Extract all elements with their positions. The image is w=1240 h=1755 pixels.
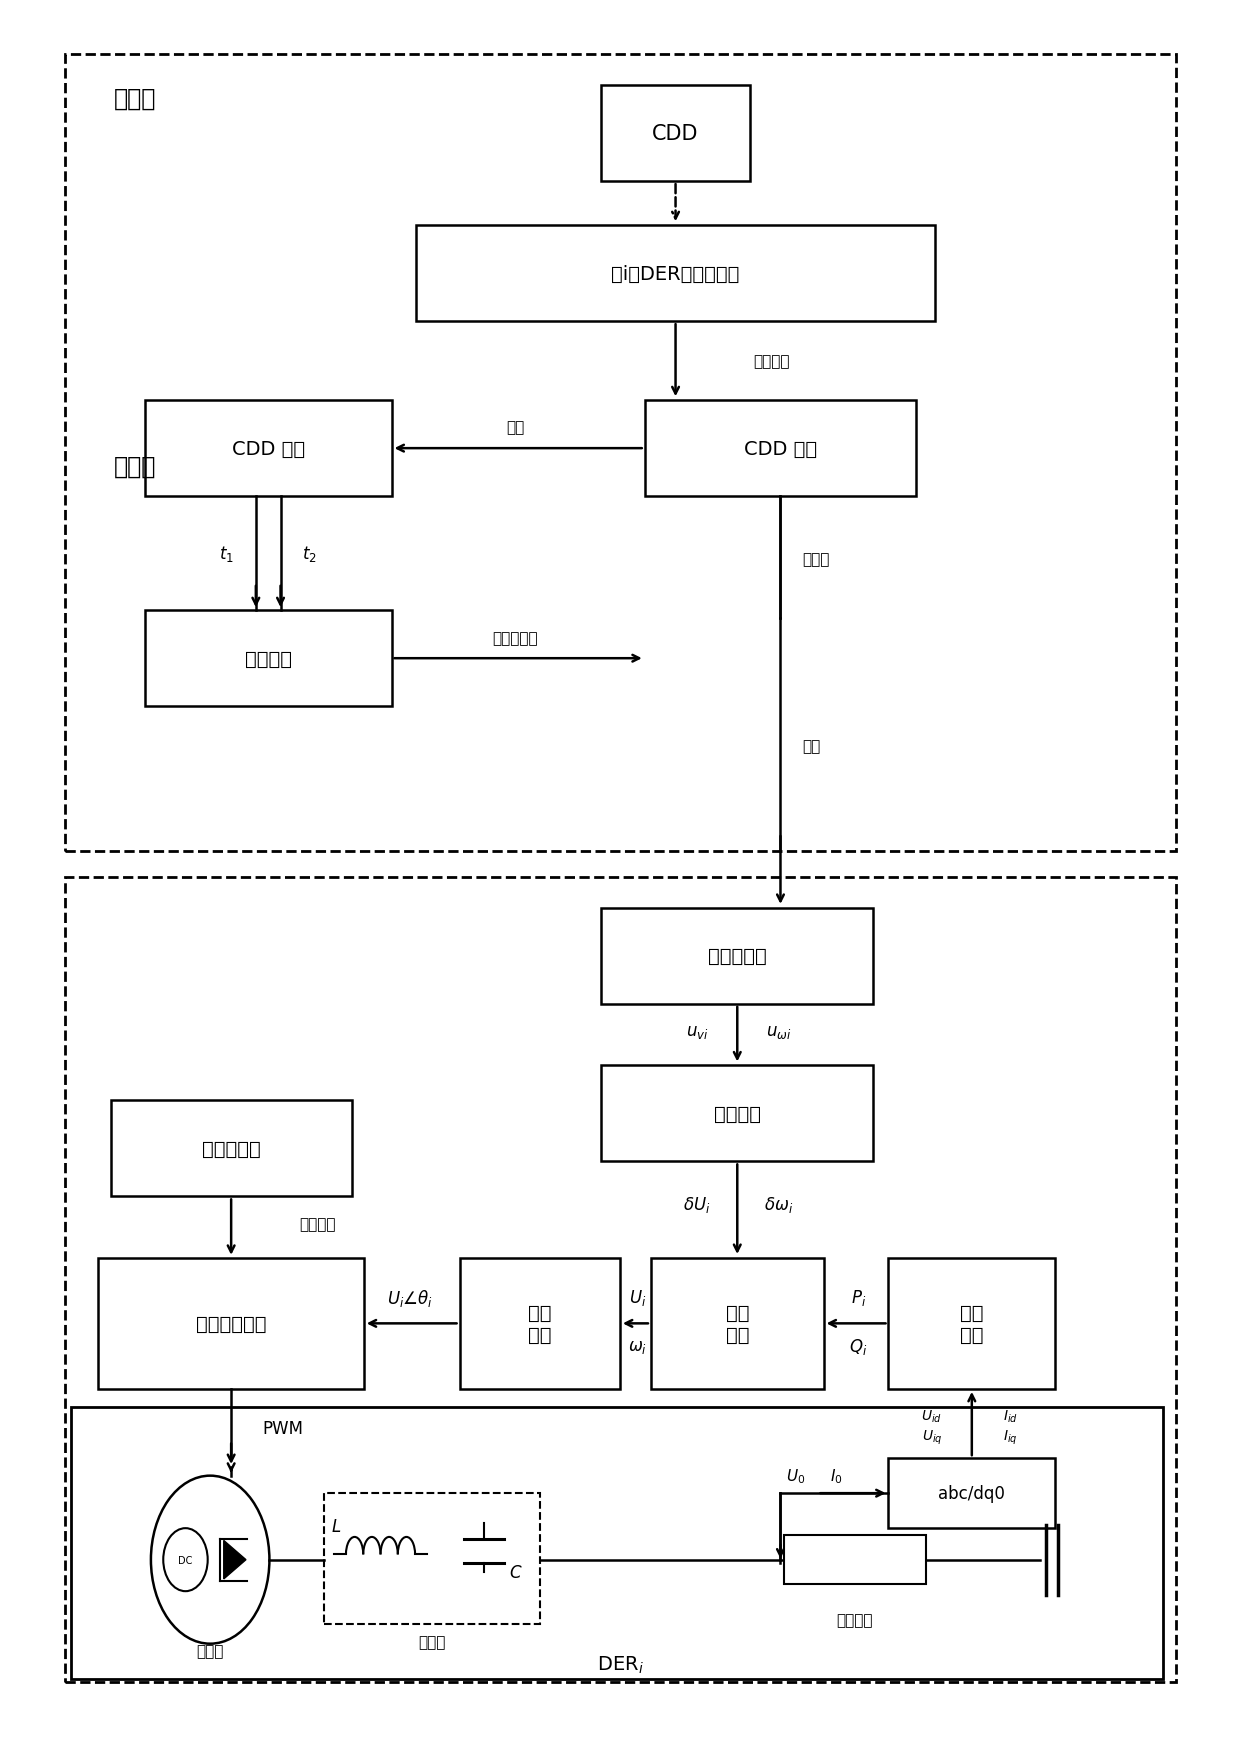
Text: $L$: $L$: [331, 1518, 341, 1536]
Text: $U_i$: $U_i$: [629, 1288, 646, 1307]
Bar: [145, 400, 392, 497]
Bar: [110, 1100, 351, 1197]
Text: $\omega_i$: $\omega_i$: [627, 1337, 647, 1355]
Text: 物理层: 物理层: [114, 455, 156, 479]
Text: $\delta\omega_i$: $\delta\omega_i$: [764, 1195, 794, 1214]
Text: abc/dq0: abc/dq0: [939, 1485, 1006, 1502]
Text: 电压
合成: 电压 合成: [528, 1304, 552, 1344]
Text: $t_2$: $t_2$: [301, 544, 316, 563]
Bar: [601, 86, 750, 183]
Bar: [71, 1408, 1163, 1680]
Bar: [460, 1258, 620, 1390]
Text: 下垂
控制: 下垂 控制: [725, 1304, 749, 1344]
Text: DC: DC: [179, 1555, 192, 1565]
Text: $C$: $C$: [508, 1564, 522, 1581]
Bar: [145, 611, 392, 707]
Bar: [784, 1536, 925, 1585]
Text: 数据: 数据: [802, 739, 821, 755]
Text: 第i个DER的通信网络: 第i个DER的通信网络: [611, 265, 740, 284]
Text: $u_{vi}$: $u_{vi}$: [686, 1023, 709, 1041]
Text: 二次控制: 二次控制: [714, 1104, 761, 1123]
Text: $\delta U_i$: $\delta U_i$: [682, 1195, 711, 1214]
Text: CDD 定位: CDD 定位: [232, 439, 305, 458]
Polygon shape: [223, 1541, 246, 1580]
Text: 虚拟控制器: 虚拟控制器: [202, 1139, 260, 1158]
Bar: [98, 1258, 363, 1390]
Bar: [601, 907, 873, 1004]
Text: 信息层: 信息层: [114, 88, 156, 111]
Bar: [417, 226, 935, 323]
Text: 逆变器: 逆变器: [196, 1643, 224, 1658]
Bar: [601, 1065, 873, 1162]
Text: $Q_i$: $Q_i$: [849, 1336, 867, 1357]
Text: 电压电流双环: 电压电流双环: [196, 1314, 267, 1334]
Text: $U_{iq}$: $U_{iq}$: [921, 1429, 942, 1446]
Text: 滤波器: 滤波器: [418, 1634, 445, 1650]
Text: $U_{id}$: $U_{id}$: [921, 1408, 942, 1425]
Text: $I_{id}$: $I_{id}$: [1003, 1408, 1018, 1425]
Text: 补偿的数据: 补偿的数据: [492, 630, 538, 646]
Text: $U_0$: $U_0$: [786, 1467, 805, 1485]
Text: $u_{\omega i}$: $u_{\omega i}$: [765, 1023, 791, 1041]
Text: DER$_i$: DER$_i$: [596, 1655, 644, 1676]
Bar: [324, 1494, 539, 1625]
Bar: [645, 400, 916, 497]
Text: $I_{iq}$: $I_{iq}$: [1003, 1429, 1017, 1446]
Text: 不存在: 不存在: [802, 551, 830, 567]
Text: CDD: CDD: [652, 125, 699, 144]
Text: PWM: PWM: [262, 1420, 303, 1437]
Bar: [889, 1458, 1055, 1529]
Bar: [651, 1258, 823, 1390]
Text: 线路阻抗: 线路阻抗: [836, 1611, 873, 1627]
Bar: [64, 878, 1176, 1683]
Text: 功率
计算: 功率 计算: [960, 1304, 983, 1344]
Text: CDD 检测: CDD 检测: [744, 439, 817, 458]
Text: $I_0$: $I_0$: [830, 1467, 842, 1485]
Text: 存在: 存在: [506, 421, 525, 435]
Bar: [64, 54, 1176, 851]
Text: 解耦控制: 解耦控制: [299, 1216, 336, 1232]
Bar: [889, 1258, 1055, 1390]
Text: $P_i$: $P_i$: [851, 1288, 866, 1307]
Text: $U_i\angle\theta_i$: $U_i\angle\theta_i$: [387, 1286, 433, 1307]
Text: $t_1$: $t_1$: [218, 544, 233, 563]
Text: 通信数据: 通信数据: [754, 355, 790, 369]
Text: 数据补偿: 数据补偿: [244, 649, 291, 669]
Text: 一致性控制: 一致性控制: [708, 946, 766, 965]
